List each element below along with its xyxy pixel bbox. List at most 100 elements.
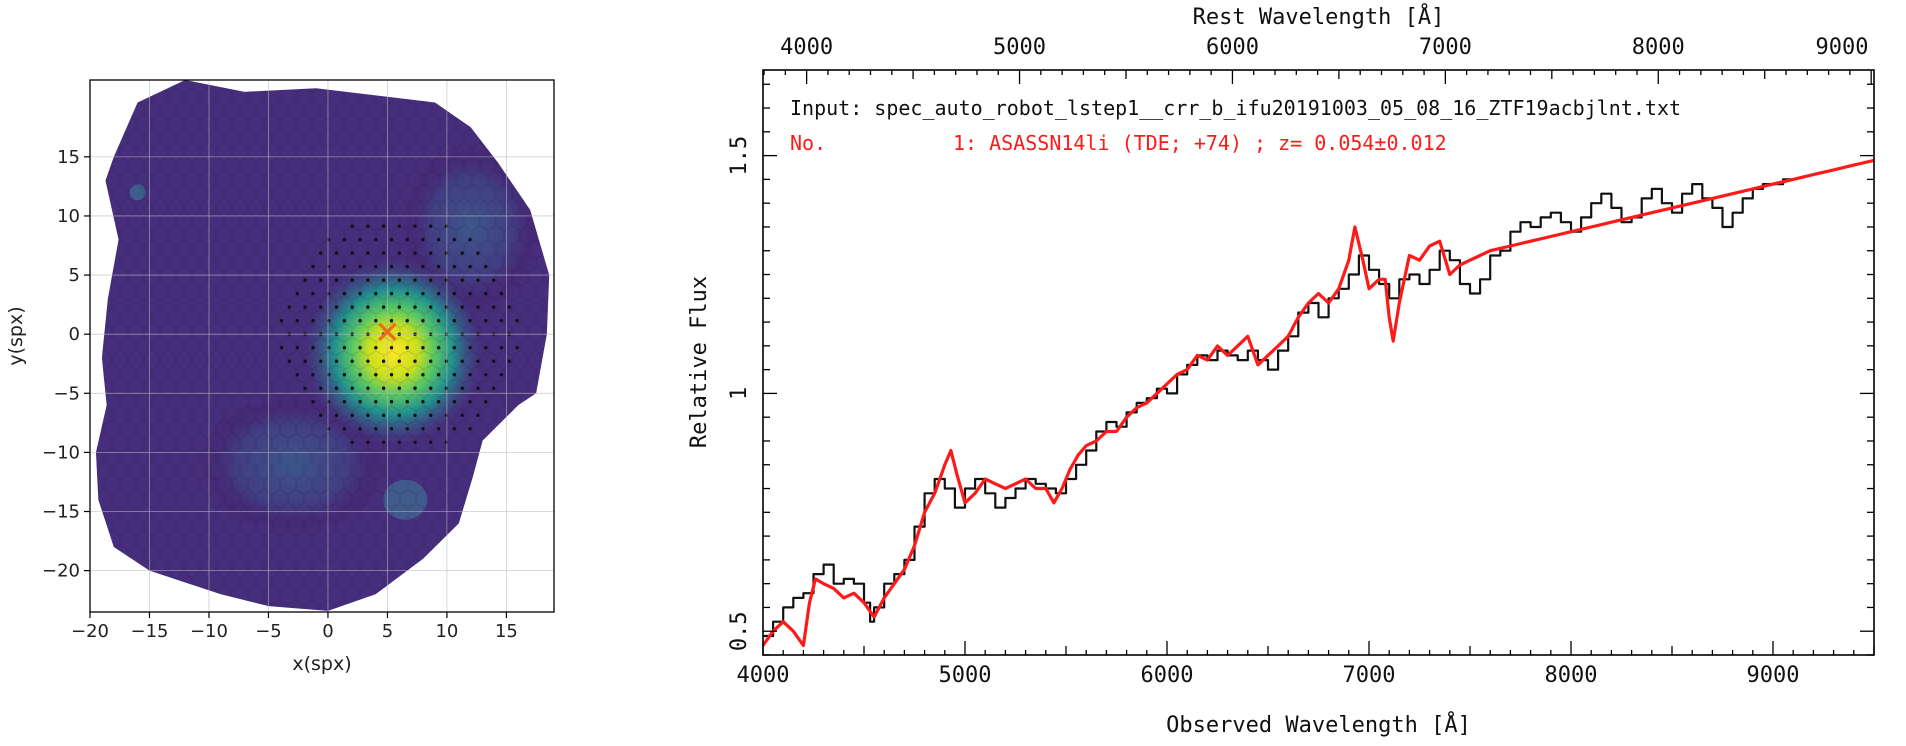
y-axis-label: y(spx) (5, 306, 27, 365)
y-tick-label: 1.5 (727, 136, 752, 176)
spaxel-dot (350, 305, 354, 309)
spaxel-dot (491, 278, 496, 282)
spaxel-dot (436, 373, 441, 377)
spaxel-dot (358, 427, 362, 431)
spaxel-dot (327, 264, 331, 269)
spaxel-dot (468, 264, 472, 269)
spaxel-dot (499, 373, 504, 377)
spaxel-dot (334, 359, 339, 363)
top-tick-label: 4000 (780, 35, 833, 60)
spaxel-dot (327, 291, 331, 296)
spaxel-dot (381, 413, 386, 417)
spaxel-dot (319, 278, 323, 282)
spaxel-dot (397, 224, 401, 228)
spaxel-dot (452, 237, 456, 242)
spaxel-dot (381, 440, 386, 444)
rest-wavelength-label: Rest Wavelength [Å] (1193, 3, 1445, 30)
spaxel-dot (319, 251, 323, 255)
spaxel-dot (515, 319, 519, 323)
bottom-tick-label: 4000 (737, 663, 790, 688)
spaxel-dot (389, 427, 394, 431)
spaxel-dot (374, 264, 378, 269)
spaxel-dot (342, 264, 347, 269)
spaxel-dot (413, 413, 417, 417)
y-tick-label: 5 (69, 265, 80, 286)
spaxel-dot (507, 359, 511, 363)
spaxel-dot (366, 224, 370, 228)
spaxel-dot (350, 224, 354, 228)
x-tick-label: 10 (435, 621, 458, 642)
spaxel-dot (468, 291, 472, 296)
spaxel-dot (484, 264, 488, 269)
spaxel-dot (334, 251, 339, 255)
source-marker (378, 322, 397, 341)
spaxel-dot (421, 319, 425, 323)
spaxel-dot (311, 373, 315, 377)
spaxel-dot (295, 346, 299, 350)
spaxel-dot (319, 359, 323, 363)
bottom-tick-label: 6000 (1141, 663, 1194, 688)
top-tick-label: 8000 (1632, 35, 1685, 60)
spaxel-dot (405, 373, 409, 377)
spaxel-dot (436, 237, 441, 242)
spaxel-dot (436, 291, 441, 296)
spaxel-dot (389, 346, 394, 350)
spaxel-dot (350, 413, 354, 417)
spaxel-dot (405, 427, 409, 431)
spaxel-dot (452, 319, 456, 323)
spaxel-dot (279, 319, 284, 323)
spaxel-dot (311, 319, 315, 323)
spaxel-dot (389, 291, 394, 296)
spaxel-dot (287, 305, 292, 309)
y-tick-label: 1 (727, 387, 752, 400)
spaxel-dot (342, 319, 347, 323)
spaxel-dot (311, 291, 315, 296)
spaxel-dot (389, 237, 394, 242)
observed-spectrum-line (763, 178, 1794, 638)
spaxel-dot (358, 291, 362, 296)
spaxel-dot (381, 224, 386, 228)
spaxel-dot (366, 440, 370, 444)
spaxel-dot (413, 305, 417, 309)
spaxel-dot (334, 386, 339, 390)
spaxel-dot (421, 346, 425, 350)
y-tick-label: 10 (57, 206, 80, 227)
spaxel-dot (444, 305, 449, 309)
spaxel-dot (366, 251, 370, 255)
spaxel-dot (491, 359, 496, 363)
spaxel-dot (397, 359, 401, 363)
spaxel-dot (381, 278, 386, 282)
spaxel-dot (436, 264, 441, 269)
spaxel-dot (413, 224, 417, 228)
y-tick-label: 0.5 (727, 611, 752, 651)
spaxel-dot (460, 278, 464, 282)
spaxel-dot (452, 346, 456, 350)
top-tick-label: 6000 (1206, 35, 1259, 60)
spaxel-dot (436, 346, 441, 350)
top-tick-label: 9000 (1816, 35, 1869, 60)
spaxel-dot (389, 400, 394, 404)
spaxel-dot (429, 359, 433, 363)
bottom-tick-label: 5000 (939, 663, 992, 688)
spaxel-dot (436, 319, 441, 323)
spaxel-dot (397, 413, 401, 417)
spaxel-dot (303, 278, 307, 282)
spaxel-dot (429, 386, 433, 390)
spaxel-dot (405, 319, 409, 323)
spaxel-dot (381, 305, 386, 309)
spaxel-dot (405, 400, 409, 404)
spaxel-dot (334, 305, 339, 309)
spaxel-dot (350, 278, 354, 282)
left-axes-frame (89, 79, 555, 613)
x-tick-label: 5 (382, 621, 393, 642)
spaxel-dot (476, 305, 480, 309)
y-tick-label: −10 (42, 442, 80, 463)
spaxel-dot (476, 413, 480, 417)
spaxel-dot (279, 346, 284, 350)
spaxel-dot (507, 305, 511, 309)
spaxel-dot (327, 237, 331, 242)
spaxel-dot (421, 291, 425, 296)
spaxel-dot (468, 346, 472, 350)
spaxel-dot (374, 319, 378, 323)
